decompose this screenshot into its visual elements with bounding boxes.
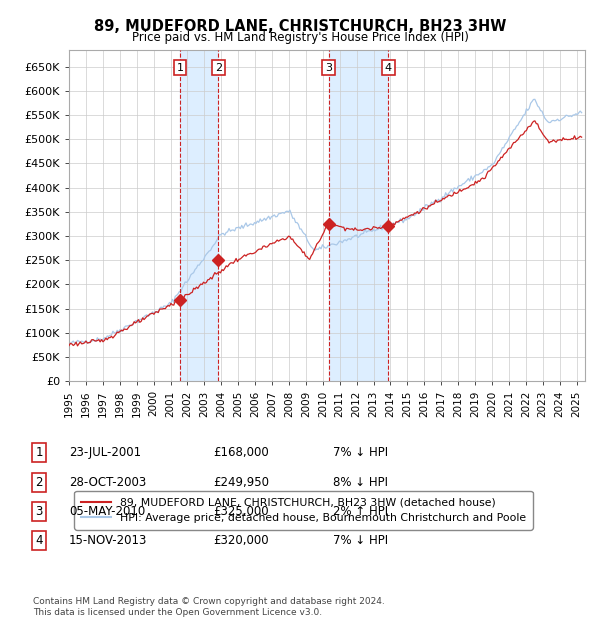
Text: 89, MUDEFORD LANE, CHRISTCHURCH, BH23 3HW: 89, MUDEFORD LANE, CHRISTCHURCH, BH23 3H…	[94, 19, 506, 33]
Text: 28-OCT-2003: 28-OCT-2003	[69, 476, 146, 489]
Text: 3: 3	[325, 63, 332, 73]
Text: 15-NOV-2013: 15-NOV-2013	[69, 534, 148, 547]
Text: £320,000: £320,000	[213, 534, 269, 547]
Text: 8% ↓ HPI: 8% ↓ HPI	[333, 476, 388, 489]
Bar	[180, 50, 218, 381]
Text: 4: 4	[385, 63, 392, 73]
Text: 1: 1	[176, 63, 184, 73]
Text: £325,000: £325,000	[213, 505, 269, 518]
Text: 7% ↓ HPI: 7% ↓ HPI	[333, 446, 388, 459]
Legend: 89, MUDEFORD LANE, CHRISTCHURCH, BH23 3HW (detached house), HPI: Average price, : 89, MUDEFORD LANE, CHRISTCHURCH, BH23 3H…	[74, 491, 533, 529]
Text: 1: 1	[35, 446, 43, 459]
Text: £168,000: £168,000	[213, 446, 269, 459]
Text: 2% ↑ HPI: 2% ↑ HPI	[333, 505, 388, 518]
Text: 2: 2	[215, 63, 222, 73]
Bar	[329, 50, 388, 381]
Text: 7% ↓ HPI: 7% ↓ HPI	[333, 534, 388, 547]
Text: Contains HM Land Registry data © Crown copyright and database right 2024.
This d: Contains HM Land Registry data © Crown c…	[33, 598, 385, 617]
Text: 05-MAY-2010: 05-MAY-2010	[69, 505, 145, 518]
Text: 2: 2	[35, 476, 43, 489]
Text: 4: 4	[35, 534, 43, 547]
Text: 3: 3	[35, 505, 43, 518]
Text: £249,950: £249,950	[213, 476, 269, 489]
Text: 23-JUL-2001: 23-JUL-2001	[69, 446, 141, 459]
Text: Price paid vs. HM Land Registry's House Price Index (HPI): Price paid vs. HM Land Registry's House …	[131, 31, 469, 44]
